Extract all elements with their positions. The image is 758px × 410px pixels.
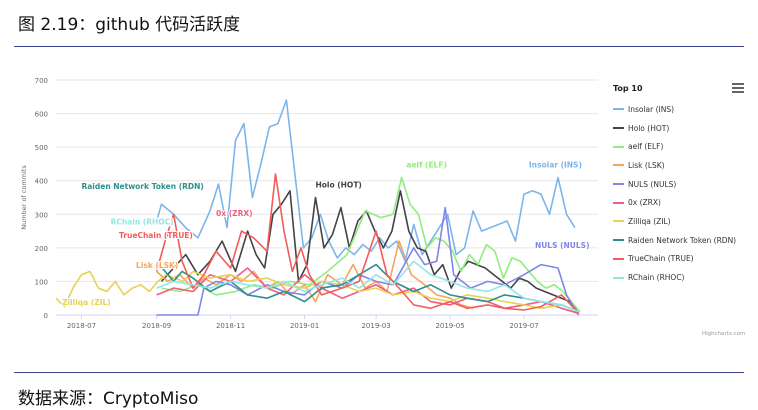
series-label: 0x (ZRX) — [216, 209, 253, 218]
y-tick-label: 100 — [35, 278, 48, 286]
y-tick-label: 400 — [35, 178, 48, 186]
legend-label: TrueChain (TRUE) — [628, 254, 694, 264]
legend-item[interactable]: Insolar (INS) — [613, 100, 753, 119]
series-line — [55, 270, 579, 313]
legend-label: aelf (ELF) — [628, 142, 664, 152]
legend-swatch — [613, 127, 624, 130]
series-label: TrueChain (TRUE) — [119, 231, 193, 240]
series-label: RChain (RHOC) — [111, 217, 174, 226]
legend-swatch — [613, 239, 624, 242]
series-label: Zilliqa (ZIL) — [62, 298, 111, 307]
legend-item[interactable]: Holo (HOT) — [613, 119, 753, 138]
legend-item[interactable]: aelf (ELF) — [613, 137, 753, 156]
legend-title: Top 10 — [613, 84, 643, 93]
x-tick-label: 2018-07 — [67, 322, 96, 330]
series-label: Insolar (INS) — [529, 160, 582, 169]
legend-item[interactable]: TrueChain (TRUE) — [613, 250, 753, 269]
legend-label: NULS (NULS) — [628, 179, 677, 189]
legend-label: Insolar (INS) — [628, 104, 675, 114]
legend-item[interactable]: NULS (NULS) — [613, 175, 753, 194]
figure-title: 图 2.19：github 代码活跃度 — [18, 15, 241, 35]
legend-label: 0x (ZRX) — [628, 198, 661, 208]
series-label: aelf (ELF) — [406, 160, 446, 169]
legend-swatch — [613, 164, 624, 167]
legend-item[interactable]: 0x (ZRX) — [613, 193, 753, 212]
legend-item[interactable]: RChain (RHOC) — [613, 268, 753, 287]
series-label: NULS (NULS) — [535, 241, 590, 250]
legend-item[interactable]: Raiden Network Token (RDN) — [613, 231, 753, 250]
legend-item[interactable]: Lisk (LSK) — [613, 156, 753, 175]
legend-label: Raiden Network Token (RDN) — [628, 235, 737, 245]
chart-legend: Insolar (INS) Holo (HOT) aelf (ELF) Lisk (L… — [613, 100, 753, 287]
series-line — [160, 190, 580, 314]
series-line — [155, 173, 580, 314]
x-tick-label: 2019-01 — [290, 322, 319, 330]
y-tick-label: 200 — [35, 245, 48, 253]
legend-swatch — [613, 145, 624, 148]
x-tick-label: 2019-07 — [509, 322, 538, 330]
series-label: Raiden Network Token (RDN) — [81, 182, 203, 191]
series-line — [155, 260, 579, 313]
legend-label: Holo (HOT) — [628, 123, 670, 133]
legend-swatch — [613, 108, 624, 111]
series-label: Holo (HOT) — [315, 180, 361, 189]
series-line — [156, 206, 580, 316]
legend-label: Zilliqa (ZIL) — [628, 216, 671, 226]
legend-swatch — [613, 257, 624, 260]
y-tick-label: 700 — [35, 77, 48, 85]
legend-swatch — [613, 276, 624, 279]
bottom-divider — [14, 372, 744, 373]
series-line — [155, 99, 576, 263]
legend-label: Lisk (LSK) — [628, 160, 665, 170]
chart-menu-icon[interactable] — [732, 83, 744, 93]
series-line — [156, 267, 579, 315]
y-tick-label: 500 — [35, 144, 48, 152]
legend-label: RChain (RHOC) — [628, 273, 685, 283]
figure-source: 数据来源：CryptoMiso — [18, 389, 199, 409]
chart-credits[interactable]: Highcharts.com — [702, 331, 746, 337]
legend-swatch — [613, 220, 624, 223]
x-tick-label: 2019-05 — [435, 322, 464, 330]
legend-swatch — [613, 201, 624, 204]
y-axis-title: Number of commits — [20, 165, 28, 230]
legend-swatch — [613, 183, 624, 186]
legend-item[interactable]: Zilliqa (ZIL) — [613, 212, 753, 231]
series-line — [156, 240, 474, 310]
series-label: Lisk (LSK) — [136, 261, 178, 270]
y-tick-label: 600 — [35, 111, 48, 119]
x-tick-label: 2018-09 — [142, 322, 171, 330]
x-tick-label: 2018-11 — [216, 322, 245, 330]
y-tick-label: 300 — [35, 211, 48, 219]
series-line — [156, 260, 579, 313]
y-tick-label: 0 — [44, 312, 48, 320]
top-divider — [14, 46, 744, 47]
x-tick-label: 2019-03 — [361, 322, 390, 330]
